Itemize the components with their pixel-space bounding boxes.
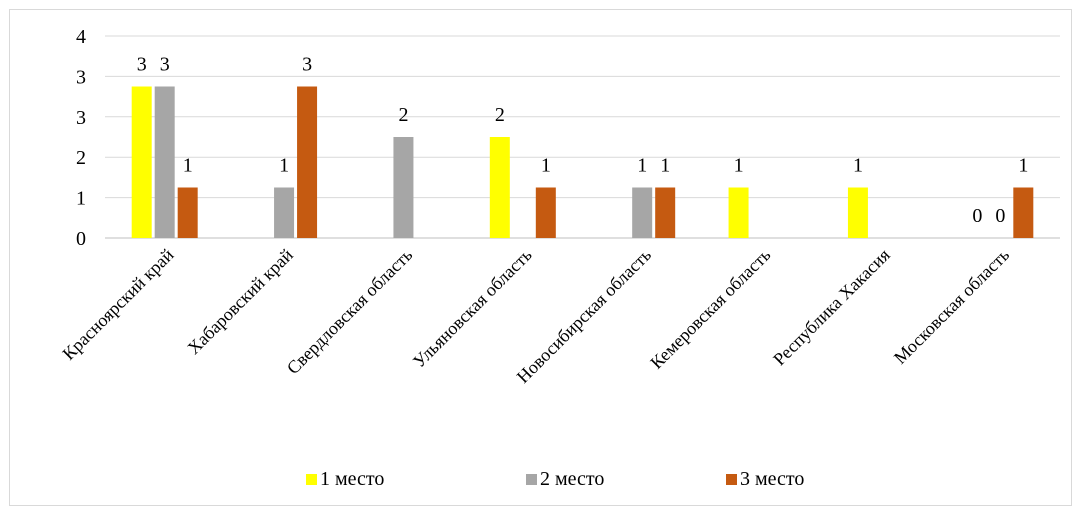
legend-label: 3 место [740,468,804,490]
legend-label: 1 место [320,468,384,490]
bar [847,187,868,238]
y-tick-label: 0 [76,228,86,250]
bar [154,86,175,238]
category-label: Хабаровский край [183,244,297,358]
data-label: 1 [541,155,551,177]
category-label: Красноярский край [58,244,177,363]
grid-lines [105,35,1060,239]
data-label: 2 [398,104,408,126]
bar [655,187,676,238]
category-label: Ульяновская область [409,245,536,372]
y-tick-label: 2 [76,147,86,169]
data-label: 3 [160,54,170,76]
data-label: 2 [495,104,505,126]
bar [489,137,510,238]
data-label: 1 [279,155,289,177]
y-tick-label: 3 [76,107,86,129]
legend-label: 2 место [540,468,604,490]
data-label: 1 [637,155,647,177]
bar [393,137,414,238]
chart-frame [9,9,1072,506]
data-label: 1 [183,155,193,177]
category-label: Новосибирская область [513,245,655,387]
legend: 1 место 2 место 3 место [306,468,804,490]
data-label: 0 [972,205,982,227]
bars [131,86,1034,238]
data-label: 1 [660,155,670,177]
y-axis-ticks: 0 1 2 3 3 4 [76,26,86,250]
category-label: Московская область [890,245,1013,368]
legend-swatch [306,474,317,485]
legend-swatch [726,474,737,485]
x-axis-categories: Красноярский край Хабаровский крайСвердло… [58,244,1013,387]
y-tick-label: 4 [76,26,86,48]
data-label: 1 [853,155,863,177]
bar [535,187,556,238]
data-label: 3 [302,54,312,76]
bar [728,187,749,238]
bar [274,187,295,238]
bar [177,187,198,238]
bar [1013,187,1034,238]
y-tick-label: 3 [76,66,86,88]
category-label: Республика Хакасия [769,245,894,370]
data-label: 0 [995,205,1005,227]
data-label: 1 [1018,155,1028,177]
legend-swatch [526,474,537,485]
bar [297,86,318,238]
data-label: 3 [137,54,147,76]
data-label: 1 [734,155,744,177]
y-tick-label: 1 [76,188,86,210]
category-label: Кемеровская область [646,245,774,373]
bar [131,86,152,238]
bar [632,187,653,238]
category-label: Свердловская область [283,245,416,378]
